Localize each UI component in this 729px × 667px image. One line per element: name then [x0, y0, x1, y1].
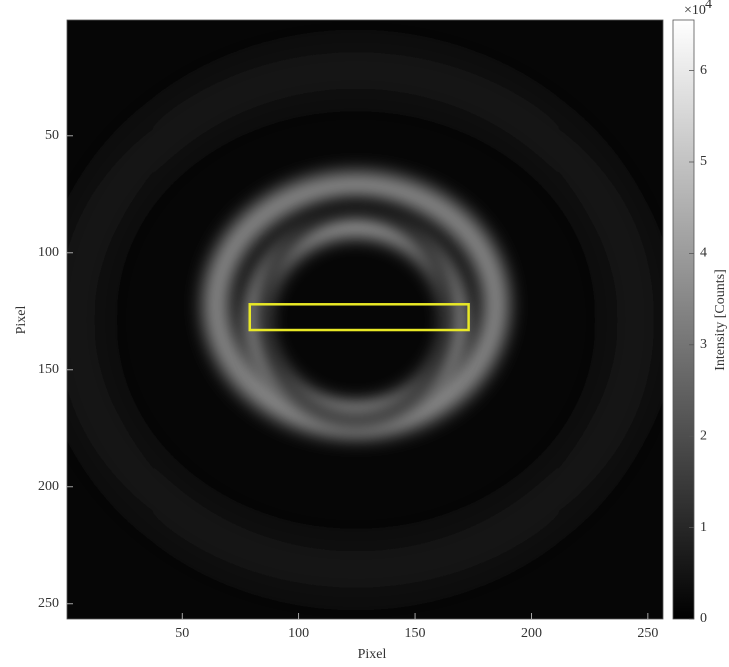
- image: [67, 20, 663, 619]
- y-tick-label: 200: [38, 479, 59, 494]
- y-tick-label: 100: [38, 245, 59, 260]
- dark-ring: [258, 204, 454, 426]
- colorbar-exponent: 4: [705, 0, 712, 12]
- y-tick-label: 250: [38, 596, 59, 611]
- colorbar-tick-label: 5: [700, 154, 707, 169]
- colorbar-tick-label: 2: [700, 428, 707, 443]
- colorbar-tick-label: 6: [700, 63, 707, 78]
- colorbar-tick-label: 1: [700, 520, 707, 535]
- colorbar-tick-label: 3: [700, 337, 707, 352]
- y-axis-label: Pixel: [14, 306, 29, 335]
- x-tick-label: 250: [637, 626, 658, 641]
- x-tick-label: 50: [175, 626, 189, 641]
- y-tick-label: 50: [45, 128, 59, 143]
- colorbar-exponent-base: ×10: [684, 3, 706, 18]
- colorbar-label: Intensity [Counts]: [713, 269, 728, 371]
- colorbar: [672, 19, 695, 620]
- x-tick-label: 150: [405, 626, 426, 641]
- colorbar-tick-label: 0: [700, 611, 707, 626]
- axes-frame: [66, 19, 664, 620]
- image-background: [67, 20, 663, 619]
- halo: [67, 50, 656, 590]
- x-tick-label: 200: [521, 626, 542, 641]
- y-tick-label: 150: [38, 362, 59, 377]
- x-tick-label: 100: [288, 626, 309, 641]
- colorbar-tick-label: 4: [700, 246, 707, 261]
- x-axis-label: Pixel: [358, 647, 387, 662]
- region-of-interest: [248, 303, 470, 332]
